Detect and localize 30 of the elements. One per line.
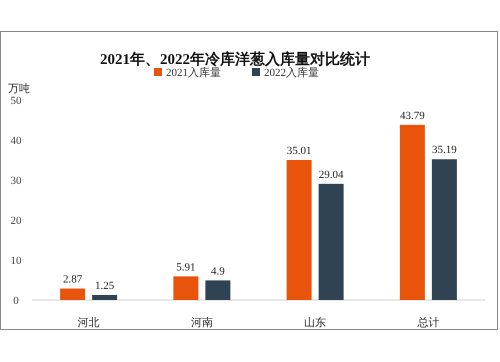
- bar: [318, 184, 344, 300]
- data-label: 43.79: [400, 110, 426, 122]
- y-tick-label: 40: [10, 135, 22, 147]
- y-tick-label: 50: [10, 95, 22, 107]
- bar: [400, 124, 425, 300]
- data-label: 1.25: [95, 280, 115, 292]
- y-tick-label: 0: [13, 295, 20, 307]
- data-label: 4.9: [211, 265, 226, 278]
- x-tick-label: 河南: [190, 316, 213, 329]
- bar: [60, 288, 86, 300]
- bar: [286, 160, 312, 300]
- x-tick-label: 山东: [304, 316, 326, 329]
- data-label: 5.91: [176, 261, 196, 274]
- y-tick-label: 30: [10, 175, 22, 187]
- legend-label: 2021入库量: [166, 66, 221, 79]
- chart-title: 2021年、2022年冷库洋葱入库量对比统计: [100, 50, 370, 68]
- bar: [92, 295, 118, 300]
- data-label: 35.19: [432, 144, 458, 156]
- x-tick-label: 河北: [78, 316, 100, 329]
- bar: [173, 276, 198, 300]
- data-label: 35.01: [286, 144, 312, 157]
- y-tick-label: 10: [10, 255, 22, 267]
- y-tick-label: 20: [10, 215, 22, 227]
- bar: [432, 159, 457, 300]
- data-label: 2.87: [63, 274, 83, 286]
- bar: [205, 280, 230, 300]
- data-label: 29.04: [318, 168, 344, 181]
- x-tick-label: 总计: [416, 316, 440, 329]
- legend-label: 2022入库量: [264, 66, 319, 79]
- y-axis-title: 万吨: [8, 82, 30, 95]
